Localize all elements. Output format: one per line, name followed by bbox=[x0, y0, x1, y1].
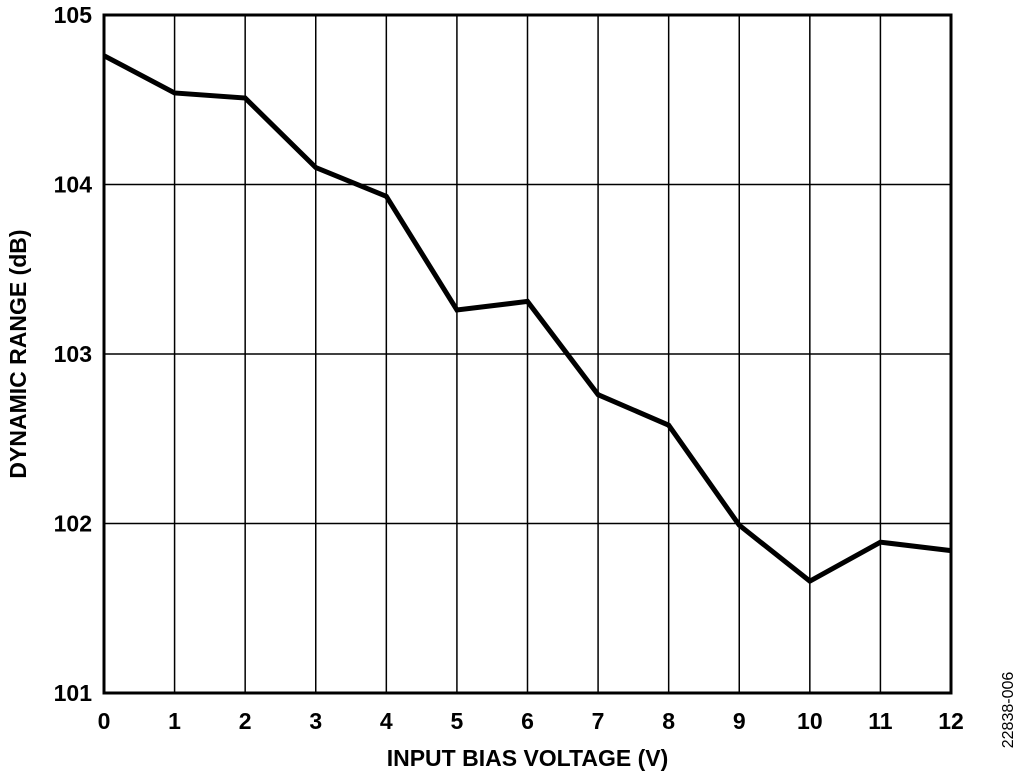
x-tick-label: 6 bbox=[521, 708, 534, 734]
x-tick-label: 10 bbox=[797, 708, 823, 734]
y-tick-labels: 101 102 103 104 105 bbox=[54, 2, 93, 706]
grid-lines bbox=[103, 14, 952, 694]
x-tick-label: 1 bbox=[168, 708, 181, 734]
y-tick-label: 101 bbox=[54, 680, 93, 706]
x-axis-title: INPUT BIAS VOLTAGE (V) bbox=[387, 745, 669, 771]
y-tick-label: 104 bbox=[54, 172, 93, 198]
x-tick-label: 7 bbox=[592, 708, 605, 734]
x-tick-label: 4 bbox=[380, 708, 393, 734]
x-tick-label: 5 bbox=[451, 708, 464, 734]
y-tick-label: 105 bbox=[54, 2, 93, 28]
x-tick-label: 9 bbox=[733, 708, 746, 734]
y-tick-label: 103 bbox=[54, 341, 92, 367]
x-tick-label: 3 bbox=[309, 708, 322, 734]
x-tick-label: 12 bbox=[938, 708, 964, 734]
x-tick-label: 2 bbox=[239, 708, 252, 734]
x-tick-labels: 0 1 2 3 4 5 6 7 8 9 10 11 12 bbox=[98, 708, 964, 734]
x-tick-label: 11 bbox=[868, 708, 893, 734]
series-group bbox=[102, 53, 952, 585]
y-axis-title: DYNAMIC RANGE (dB) bbox=[5, 229, 31, 478]
x-tick-label: 8 bbox=[662, 708, 675, 734]
plot-frame bbox=[102, 13, 953, 695]
y-tick-label: 102 bbox=[54, 511, 92, 537]
figure-id-label: 22838-006 bbox=[1000, 672, 1017, 749]
x-tick-label: 0 bbox=[98, 708, 111, 734]
